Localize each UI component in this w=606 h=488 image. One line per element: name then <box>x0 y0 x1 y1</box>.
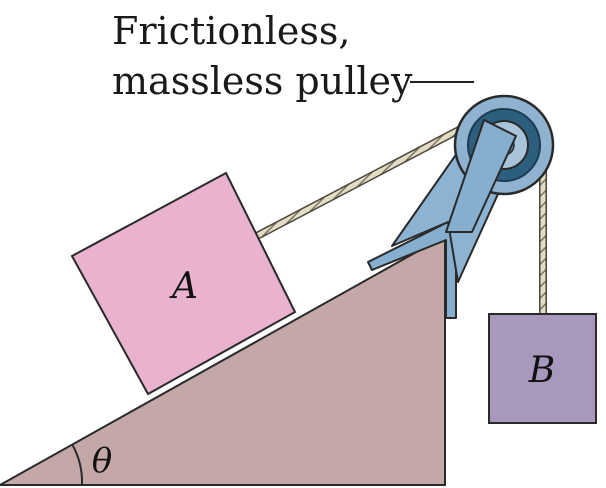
pulley-axle-arm <box>445 119 517 233</box>
caption-massless-pulley: massless pulley <box>112 59 413 103</box>
angle-theta-label: θ <box>92 441 112 481</box>
block-a <box>70 171 297 396</box>
block-a-label: A <box>169 266 198 307</box>
block-b <box>488 313 597 424</box>
angle-arc <box>71 443 84 486</box>
block-b-label: B <box>528 350 555 391</box>
inclined-plane <box>0 234 446 486</box>
caption-frictionless: Frictionless, <box>112 9 351 53</box>
